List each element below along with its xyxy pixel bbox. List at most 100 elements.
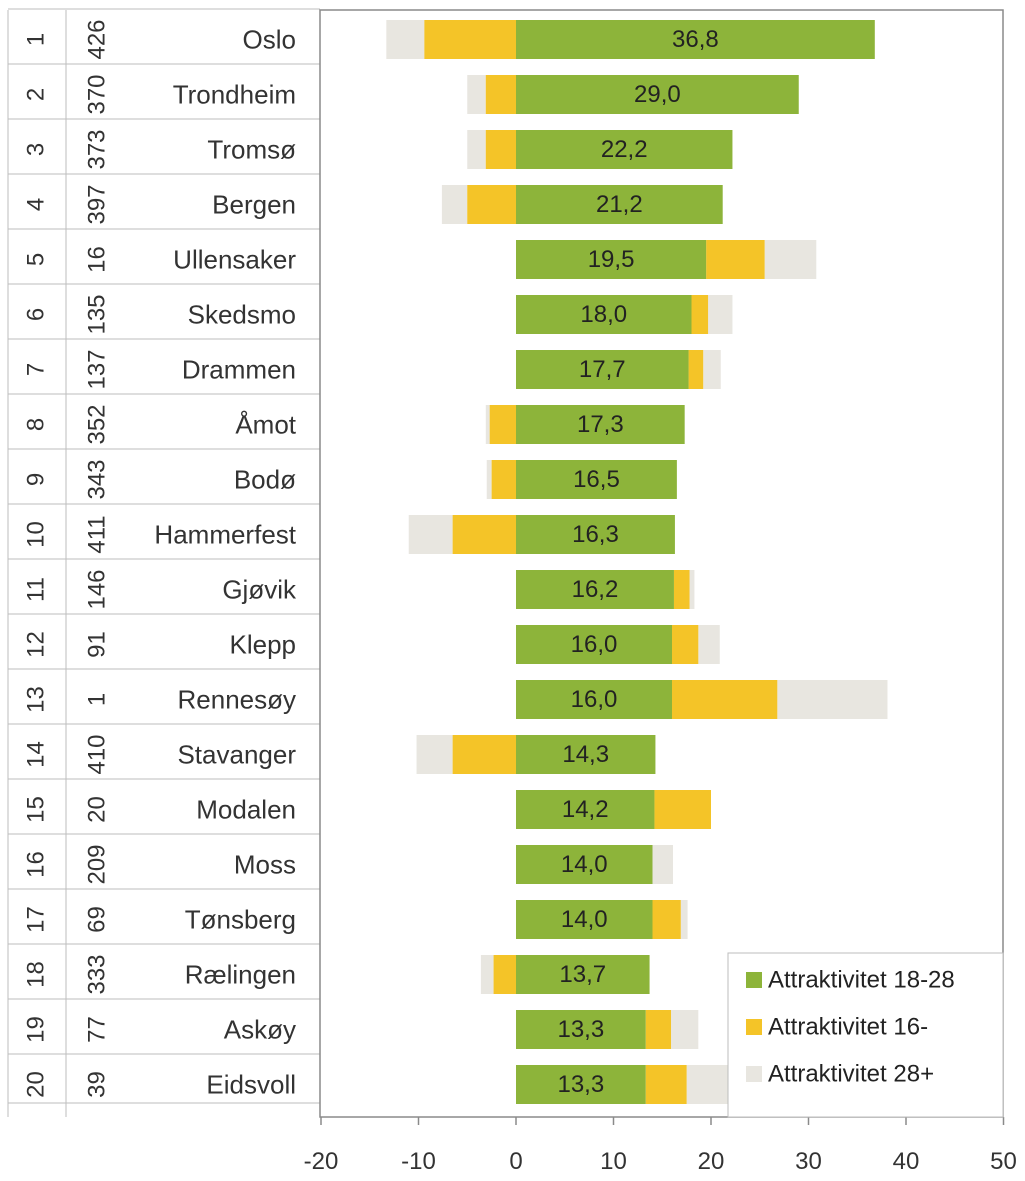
number-label: 343 — [84, 459, 111, 499]
bar-segment-28plus — [689, 570, 695, 609]
rank-label: 16 — [23, 851, 50, 878]
bar-segment-28plus — [480, 955, 494, 994]
bar-segment-28plus — [703, 350, 721, 389]
bar-segment-18-28 — [516, 570, 674, 609]
rank-label: 14 — [23, 741, 50, 768]
bar-value-label: 19,5 — [588, 246, 635, 273]
rank-label: 17 — [23, 906, 50, 933]
table-grid — [7, 8, 320, 1117]
bar-value-labels: 36,8 29,0 22,2 21,2 19,5 18,0 17,7 17,3 16,5 16,3… — [557, 26, 718, 1098]
bar-segment-28plus — [708, 295, 733, 334]
bar-segment-16minus — [652, 900, 681, 939]
bar-segment-18-28 — [516, 1065, 646, 1104]
municipality-label: Hammerfest — [154, 520, 296, 550]
bar-segment-18-28 — [516, 515, 675, 554]
bar-segment-16minus — [489, 405, 516, 444]
bar-segment-28plus — [671, 1010, 699, 1049]
number-label: 352 — [84, 404, 111, 444]
bar-segment-18-28 — [516, 185, 723, 224]
bar-value-label: 18,0 — [580, 301, 627, 328]
bar-value-label: 17,3 — [577, 411, 624, 438]
bar-segment-18-28 — [516, 20, 875, 59]
bar-segment-16minus — [706, 240, 765, 279]
plot-area — [319, 9, 1004, 1118]
municipality-label: Trondheim — [173, 80, 296, 110]
municipality-label: Bodø — [234, 465, 296, 495]
bar-series — [386, 20, 888, 1104]
municipality-label: Tønsberg — [185, 905, 296, 935]
bar-value-label: 16,0 — [571, 686, 618, 713]
municipality-label: Eidsvoll — [206, 1070, 296, 1100]
rank-label: 7 — [23, 363, 50, 376]
number-label: 373 — [84, 129, 111, 169]
bar-segment-28plus — [686, 1065, 729, 1104]
rank-label: 2 — [23, 88, 50, 101]
number-label: 16 — [84, 246, 111, 273]
bar-segment-28plus — [486, 460, 492, 499]
bar-segment-16minus — [654, 790, 711, 829]
legend-swatch — [746, 972, 762, 988]
rank-label: 3 — [23, 143, 50, 156]
x-tick-label: 20 — [698, 1148, 725, 1175]
bar-value-label: 14,0 — [561, 906, 608, 933]
bar-segment-28plus — [652, 845, 673, 884]
x-tick-label: 0 — [509, 1148, 522, 1175]
bar-segment-18-28 — [516, 900, 653, 939]
bar-segment-28plus — [485, 405, 490, 444]
bar-segment-18-28 — [516, 735, 656, 774]
bar-value-label: 16,2 — [572, 576, 619, 603]
bar-value-label: 16,3 — [572, 521, 619, 548]
municipality-label: Modalen — [196, 795, 296, 825]
number-label: 410 — [84, 734, 111, 774]
municipality-label: Klepp — [230, 630, 297, 660]
municipality-label: Moss — [234, 850, 296, 880]
bar-value-label: 17,7 — [579, 356, 626, 383]
rank-label: 18 — [23, 961, 50, 988]
bar-value-label: 16,0 — [571, 631, 618, 658]
bar-value-label: 21,2 — [596, 191, 643, 218]
x-tick-label: 30 — [795, 1148, 822, 1175]
number-label: 209 — [84, 844, 111, 884]
bar-segment-16minus — [645, 1010, 672, 1049]
x-axis: -20 -10 0 10 20 30 40 50 — [304, 1117, 1017, 1175]
bar-segment-18-28 — [516, 1010, 646, 1049]
bar-value-label: 36,8 — [672, 26, 719, 53]
bar-segment-28plus — [408, 515, 453, 554]
rank-label: 4 — [23, 198, 50, 211]
bar-segment-18-28 — [516, 955, 650, 994]
legend-label: Attraktivitet 28+ — [768, 1061, 934, 1088]
bar-segment-18-28 — [516, 790, 655, 829]
bar-segment-16minus — [688, 350, 704, 389]
rank-label: 6 — [23, 308, 50, 321]
rank-label: 1 — [23, 33, 50, 46]
rank-label: 9 — [23, 473, 50, 486]
number-label: 77 — [84, 1016, 111, 1043]
rank-label: 11 — [23, 577, 50, 602]
bar-segment-16minus — [645, 1065, 687, 1104]
bar-value-label: 16,5 — [573, 466, 620, 493]
bar-segment-16minus — [673, 570, 690, 609]
legend-label: Attraktivitet 18-28 — [768, 967, 955, 994]
bar-segment-16minus — [493, 955, 516, 994]
bar-value-label: 14,0 — [561, 851, 608, 878]
bar-segment-16minus — [672, 680, 778, 719]
legend-swatch — [746, 1066, 762, 1082]
bar-segment-28plus — [467, 75, 486, 114]
municipality-label: Rælingen — [185, 960, 296, 990]
bar-segment-16minus — [485, 75, 516, 114]
number-label: 411 — [84, 515, 111, 553]
municipality-label: Rennesøy — [178, 685, 297, 715]
bar-segment-18-28 — [516, 240, 707, 279]
municipality-label: Skedsmo — [188, 300, 296, 330]
bar-segment-18-28 — [516, 680, 672, 719]
bar-segment-16minus — [467, 185, 516, 224]
municipality-label: Tromsø — [207, 135, 296, 165]
number-label: 426 — [84, 19, 111, 59]
x-tick-label: 10 — [600, 1148, 627, 1175]
number-label: 91 — [84, 631, 111, 658]
bar-segment-16minus — [485, 130, 516, 169]
rank-label: 5 — [23, 253, 50, 266]
municipality-label: Bergen — [212, 190, 296, 220]
rank-label: 13 — [23, 686, 50, 713]
